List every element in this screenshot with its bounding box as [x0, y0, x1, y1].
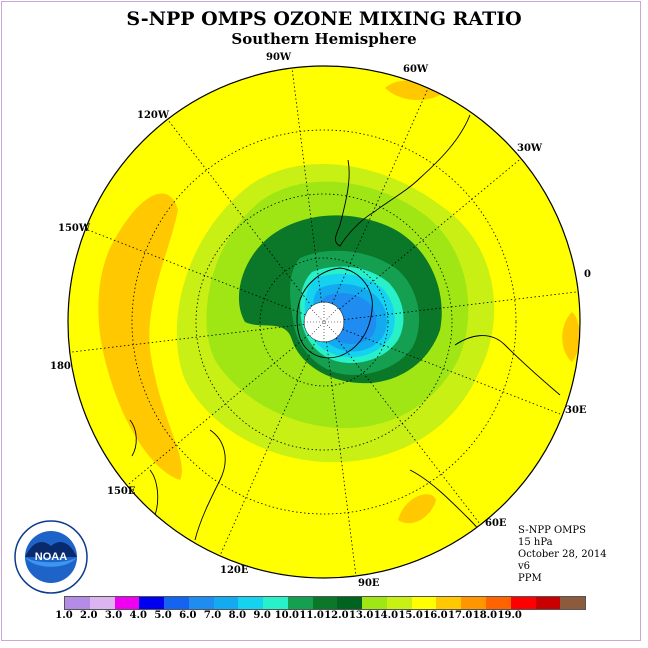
- colorbar-swatch: [436, 597, 462, 609]
- lon-label-60w: 60W: [403, 64, 429, 75]
- colorbar-swatch: [560, 597, 586, 609]
- lon-label-120w: 120W: [137, 110, 170, 121]
- colorbar-tick-label: 9.0: [253, 610, 271, 621]
- map-subtitle: Southern Hemisphere: [231, 30, 417, 48]
- map-outline: [67, 65, 581, 579]
- colorbar-swatch: [89, 597, 115, 609]
- lon-label-150w: 150W: [58, 223, 91, 234]
- colorbar-tick-label: 4.0: [129, 610, 147, 621]
- lon-label-30w: 30W: [517, 143, 543, 154]
- colorbar-tick-label: 14.0: [373, 610, 399, 621]
- colorbar-swatch: [510, 597, 536, 609]
- colorbar-swatch: [386, 597, 412, 609]
- colorbar-tick-label: 7.0: [203, 610, 222, 621]
- colorbar-swatch: [411, 597, 437, 609]
- colorbar-swatch: [114, 597, 140, 609]
- lon-label-150e: 150E: [107, 486, 136, 497]
- meta-instrument: S-NPP OMPS: [518, 525, 586, 536]
- colorbar-swatch: [65, 597, 90, 609]
- colorbar-swatch: [337, 597, 363, 609]
- noaa-logo-text: NOAA: [35, 551, 67, 563]
- colorbar-swatch: [535, 597, 561, 609]
- lon-label-90e: 90E: [358, 578, 380, 589]
- colorbar-swatch: [461, 597, 487, 609]
- colorbar-tick-label: 19.0: [497, 610, 522, 621]
- colorbar-tick-label: 17.0: [448, 610, 473, 621]
- noaa-logo-icon: NOAA: [14, 520, 88, 594]
- colorbar: [64, 596, 586, 610]
- colorbar-tick-label: 3.0: [104, 610, 123, 621]
- lon-label-90w: 90W: [266, 52, 292, 63]
- colorbar-tick-label: 11.0: [299, 610, 324, 621]
- colorbar-swatch: [263, 597, 288, 609]
- colorbar-swatch: [139, 597, 165, 609]
- orange-patch-south: [398, 494, 436, 524]
- colorbar-swatch: [238, 597, 264, 609]
- colorbar-tick-label: 18.0: [472, 610, 498, 621]
- map-title: S-NPP OMPS OZONE MIXING RATIO: [126, 8, 522, 30]
- orange-patch-east: [562, 312, 580, 362]
- colorbar-swatch: [213, 597, 239, 609]
- pole-graticule: [304, 302, 344, 342]
- lon-label-60e: 60E: [485, 518, 507, 529]
- coastlines: [129, 114, 561, 578]
- colorbar-tick-label: 13.0: [348, 610, 374, 621]
- orange-patch-west: [98, 193, 183, 480]
- graticule: [71, 67, 577, 577]
- meta-units: PPM: [518, 573, 542, 584]
- colorbar-swatch: [312, 597, 338, 609]
- colorbar-swatch: [486, 597, 511, 609]
- meta-version: v6: [518, 561, 531, 572]
- colorbar-tick-label: 16.0: [423, 610, 448, 621]
- meta-level: 15 hPa: [518, 537, 553, 548]
- lon-label-120e: 120E: [220, 565, 249, 576]
- metadata-block: S-NPP OMPS 15 hPa October 28, 2014 v6 PP…: [518, 525, 607, 585]
- lon-label-180: 180: [50, 361, 71, 372]
- colorbar-tick-label: 5.0: [154, 610, 172, 621]
- colorbar-tick-label: 2.0: [80, 610, 98, 621]
- colorbar-tick-label: 6.0: [179, 610, 197, 621]
- colorbar-swatch: [164, 597, 189, 609]
- colorbar-swatch: [287, 597, 313, 609]
- colorbar-tick-label: 10.0: [274, 610, 300, 621]
- colorbar-tick-label: 12.0: [324, 610, 349, 621]
- colorbar-tick-label: 1.0: [55, 610, 73, 621]
- meta-date: October 28, 2014: [518, 549, 607, 560]
- lon-label-30e: 30E: [565, 405, 587, 416]
- colorbar-swatch: [188, 597, 214, 609]
- colorbar-tick-label: 8.0: [228, 610, 247, 621]
- colorbar-tick-label: 15.0: [398, 610, 423, 621]
- lon-label-0: 0: [584, 269, 591, 280]
- colorbar-swatch: [362, 597, 387, 609]
